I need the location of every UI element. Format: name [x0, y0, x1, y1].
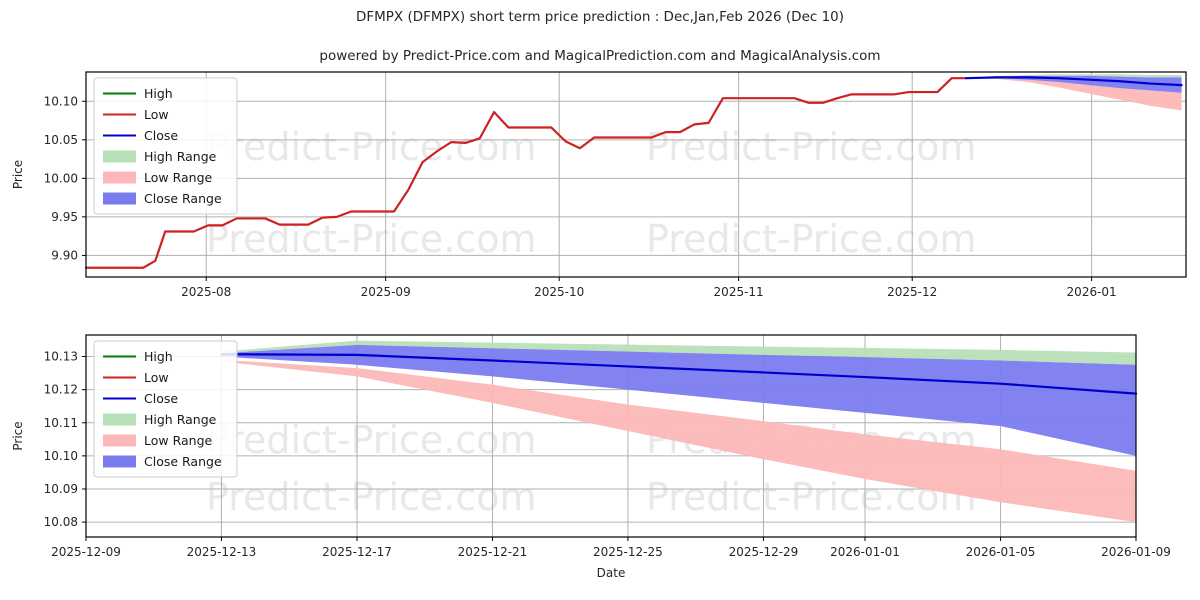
legend-swatch-low_range [103, 171, 136, 184]
x-tick-label-4: 2025-12-25 [593, 545, 663, 559]
y-tick-label-4: 10.10 [44, 94, 78, 108]
x-tick-label-7: 2026-01-05 [966, 545, 1036, 559]
band-low-range [966, 78, 1182, 111]
y-tick-label-2: 10.00 [44, 171, 78, 185]
y-tick-label-4: 10.12 [44, 383, 78, 397]
y-tick-label-2: 10.10 [44, 449, 78, 463]
series-line-low [84, 77, 968, 269]
plot-border [85, 334, 1137, 538]
y-tick-label-0: 9.90 [51, 248, 78, 262]
x-tick-label-5: 2025-12-29 [729, 545, 799, 559]
plot-border [85, 71, 1187, 278]
band-close-range [966, 75, 1182, 93]
x-tick-label-1: 2025-09 [361, 285, 411, 299]
legend-label-close: Close [144, 391, 178, 406]
legend-swatch-high_range [103, 150, 136, 163]
legend-label-close_range: Close Range [144, 454, 222, 469]
legend-swatch-close_range [103, 192, 136, 205]
x-axis-label: Date [597, 566, 626, 580]
y-tick-label-3: 10.05 [44, 133, 78, 147]
page-title: DFMPX (DFMPX) short term price predictio… [355, 9, 845, 25]
legend-label-high_range: High Range [144, 149, 217, 164]
page-subtitle: powered by Predict-Price.com and Magical… [319, 48, 881, 64]
x-tick-label-0: 2025-12-09 [51, 545, 121, 559]
x-tick-label-6: 2026-01-01 [830, 545, 900, 559]
legend-swatch-low_range [103, 434, 136, 447]
band-low-range [221, 359, 1136, 523]
band-high-range [966, 74, 1182, 79]
x-tick-label-0: 2025-08 [181, 285, 231, 299]
y-tick-label-3: 10.11 [44, 416, 78, 430]
legend-label-low_range: Low Range [144, 433, 213, 448]
watermark-1-0: Predict-Price.com [206, 217, 537, 261]
y-axis-label: Price [11, 160, 25, 189]
x-tick-label-2: 2025-10 [534, 285, 584, 299]
legend-swatch-high_range [103, 413, 136, 426]
legend-label-close_range: Close Range [144, 191, 222, 206]
legend-label-low: Low [144, 107, 169, 122]
legend-swatch-close_range [103, 455, 136, 468]
legend-label-high_range: High Range [144, 412, 217, 427]
y-axis-label: Price [11, 421, 25, 450]
x-tick-label-1: 2025-12-13 [187, 545, 257, 559]
watermark-0-0: Predict-Price.com [206, 125, 537, 169]
watermark-1-1: Predict-Price.com [646, 217, 977, 261]
series-line-close [964, 76, 1183, 87]
y-tick-label-1: 9.95 [51, 210, 78, 224]
x-tick-label-4: 2025-12 [887, 285, 937, 299]
legend-label-high: High [144, 86, 173, 101]
band-close-range [221, 344, 1136, 456]
y-tick-label-5: 10.13 [44, 350, 78, 364]
watermark-0-0: Predict-Price.com [206, 418, 537, 462]
watermark-0-1: Predict-Price.com [646, 125, 977, 169]
top-price-chart: Predict-Price.com Predict-Price.com Predic… [11, 71, 1187, 299]
series-line-close [220, 353, 1138, 395]
legend-label-low_range: Low Range [144, 170, 213, 185]
band-high-range [221, 340, 1136, 365]
watermark-1-0: Predict-Price.com [206, 475, 537, 519]
legend-label-low: Low [144, 370, 169, 385]
plot-background [86, 72, 1186, 277]
y-tick-label-1: 10.09 [44, 482, 78, 496]
x-tick-label-5: 2026-01 [1067, 285, 1117, 299]
x-tick-label-8: 2026-01-09 [1101, 545, 1171, 559]
x-tick-label-3: 2025-11 [714, 285, 764, 299]
legend-label-close: Close [144, 128, 178, 143]
y-tick-label-0: 10.08 [44, 515, 78, 529]
x-tick-label-3: 2025-12-21 [458, 545, 528, 559]
legend-label-high: High [144, 349, 173, 364]
x-tick-label-2: 2025-12-17 [322, 545, 392, 559]
